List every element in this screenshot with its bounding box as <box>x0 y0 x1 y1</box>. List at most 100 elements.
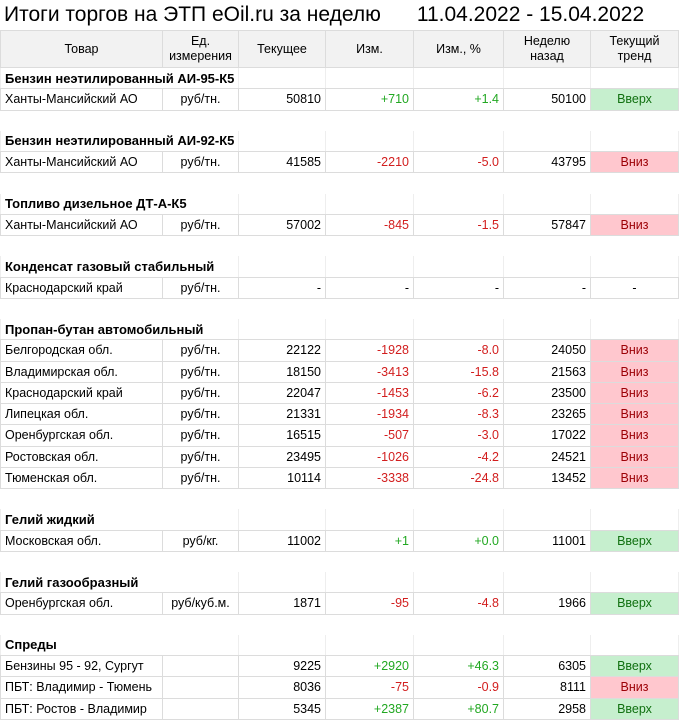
empty-cell <box>326 236 414 257</box>
empty-cell <box>1 551 163 572</box>
empty-cell <box>326 489 414 510</box>
section-header-row: Гелий газообразный <box>0 572 679 594</box>
empty-cell <box>163 110 239 131</box>
empty-cell <box>591 236 679 257</box>
region-cell: ПБТ: Владимир - Тюмень <box>0 676 163 699</box>
table-row: Ханты-Мансийский АО руб/тн. 57002 -845 -1.5 5… <box>0 213 679 237</box>
region-cell: Ханты-Мансийский АО <box>0 150 163 174</box>
trend-badge: Вниз <box>590 676 679 699</box>
header-row: Товар Ед. измерения Текущее Изм. Изм., % … <box>0 30 679 68</box>
section-header-row: Пропан-бутан автомобильный <box>0 319 679 341</box>
spacer-row <box>1 489 679 510</box>
empty-cell <box>413 193 504 215</box>
change-cell: +2387 <box>325 697 414 720</box>
region-cell: Ханты-Мансийский АО <box>0 88 163 111</box>
current-price-cell: 9225 <box>238 654 326 678</box>
unit-cell: руб/тн. <box>162 213 239 237</box>
change-cell: -95 <box>325 592 414 615</box>
empty-cell <box>239 173 326 194</box>
empty-cell <box>590 572 679 594</box>
change-pct-cell: +46.3 <box>413 654 504 678</box>
empty-cell <box>325 509 414 531</box>
week-ago-price-cell: 21563 <box>503 360 591 383</box>
empty-cell <box>325 130 414 152</box>
empty-cell <box>590 509 679 531</box>
region-cell: Бензины 95 - 92, Сургут <box>0 654 163 678</box>
current-price-cell: 8036 <box>238 676 326 699</box>
empty-cell <box>503 319 591 341</box>
region-cell: Оренбургская обл. <box>0 424 163 447</box>
change-cell: -507 <box>325 424 414 447</box>
empty-cell <box>504 173 591 194</box>
col-unit: Ед. измерения <box>162 30 239 68</box>
change-pct-cell: -3.0 <box>413 424 504 447</box>
empty-cell <box>238 130 326 152</box>
empty-cell <box>325 572 414 594</box>
empty-cell <box>503 634 591 656</box>
empty-cell <box>238 634 326 656</box>
spacer-row <box>1 236 679 257</box>
empty-cell <box>238 67 326 90</box>
spacer-row <box>1 173 679 194</box>
col-trend-line1: Текущий <box>609 34 660 48</box>
week-ago-price-cell: 13452 <box>503 466 591 490</box>
empty-cell <box>163 173 239 194</box>
empty-cell <box>413 130 504 152</box>
change-pct-cell: +1.4 <box>413 88 504 111</box>
empty-cell <box>413 256 504 278</box>
report-period: 11.04.2022 - 15.04.2022 <box>416 3 645 26</box>
section-title: Конденсат газовый стабильный <box>0 256 239 278</box>
trend-badge: Вниз <box>590 381 679 405</box>
current-price-cell: 5345 <box>238 697 326 720</box>
empty-cell <box>1 173 163 194</box>
current-price-cell: - <box>238 276 326 299</box>
empty-cell <box>414 551 504 572</box>
table-row: Оренбургская обл. руб/тн. 16515 -507 -3.0 170… <box>0 424 679 447</box>
trend-badge: Вниз <box>590 213 679 237</box>
section-title: Топливо дизельное ДТ-А-К5 <box>0 193 239 215</box>
trend-badge: Вниз <box>590 360 679 383</box>
empty-cell <box>414 173 504 194</box>
trend-badge: Вниз <box>590 424 679 447</box>
empty-cell <box>325 634 414 656</box>
change-pct-cell: -4.8 <box>413 592 504 615</box>
region-cell: Московская обл. <box>0 529 163 552</box>
empty-cell <box>413 572 504 594</box>
empty-cell <box>414 614 504 635</box>
spacer-row <box>1 614 679 635</box>
col-unit-line2: измерения <box>169 49 232 63</box>
empty-cell <box>504 489 591 510</box>
empty-cell <box>239 614 326 635</box>
table-row: Ханты-Мансийский АО руб/тн. 50810 +710 +1.4 5… <box>0 88 679 111</box>
unit-cell: руб/тн. <box>162 339 239 362</box>
region-cell: Липецкая обл. <box>0 402 163 426</box>
week-ago-price-cell: - <box>503 276 591 299</box>
section-title: Пропан-бутан автомобильный <box>0 319 239 341</box>
week-ago-price-cell: 17022 <box>503 424 591 447</box>
empty-cell <box>163 489 239 510</box>
trend-badge: Вверх <box>590 88 679 111</box>
empty-cell <box>591 614 679 635</box>
table-row: Ростовская обл. руб/тн. 23495 -1026 -4.2 2452… <box>0 445 679 468</box>
trend-badge: Вниз <box>590 402 679 426</box>
empty-cell <box>504 110 591 131</box>
week-ago-price-cell: 24521 <box>503 445 591 468</box>
trend-badge: Вверх <box>590 529 679 552</box>
week-ago-price-cell: 8111 <box>503 676 591 699</box>
region-cell: ПБТ: Ростов - Владимир <box>0 697 163 720</box>
col-week-ago: Неделю назад <box>503 30 591 68</box>
change-pct-cell: -4.2 <box>413 445 504 468</box>
change-cell: +1 <box>325 529 414 552</box>
empty-cell <box>413 634 504 656</box>
table-row: Бензины 95 - 92, Сургут 9225 +2920 +46.3 630… <box>0 654 679 678</box>
change-cell: -1453 <box>325 381 414 405</box>
section-title: Спреды <box>0 634 239 656</box>
unit-cell: руб/кг. <box>162 529 239 552</box>
empty-cell <box>163 551 239 572</box>
col-change: Изм. <box>325 30 414 68</box>
current-price-cell: 21331 <box>238 402 326 426</box>
change-pct-cell: -5.0 <box>413 150 504 174</box>
empty-cell <box>325 319 414 341</box>
table-row: Краснодарский край руб/тн. 22047 -1453 -6.2 2… <box>0 381 679 405</box>
unit-cell: руб/тн. <box>162 445 239 468</box>
